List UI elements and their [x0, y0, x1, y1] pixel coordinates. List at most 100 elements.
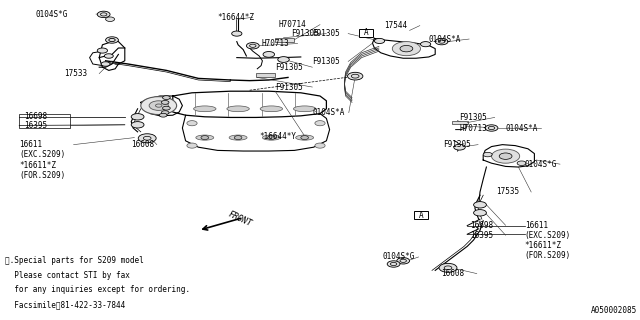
- Circle shape: [138, 134, 156, 143]
- Text: Facsimile：81-422-33-7844: Facsimile：81-422-33-7844: [5, 300, 125, 309]
- Text: *16611*Z: *16611*Z: [19, 161, 56, 170]
- Text: 16608: 16608: [442, 269, 465, 278]
- Circle shape: [348, 72, 363, 80]
- Text: F91305: F91305: [275, 63, 303, 72]
- Bar: [414, 211, 428, 219]
- Circle shape: [97, 11, 110, 18]
- Circle shape: [397, 258, 410, 264]
- Text: 17535: 17535: [496, 188, 519, 196]
- Text: for any inquiries except for ordering.: for any inquiries except for ordering.: [5, 285, 190, 294]
- Text: H70714: H70714: [278, 20, 306, 29]
- Bar: [256, 73, 275, 77]
- Text: A: A: [364, 28, 369, 37]
- Circle shape: [234, 136, 242, 140]
- Text: *16611*Z: *16611*Z: [525, 241, 562, 250]
- Circle shape: [201, 136, 209, 140]
- Text: 16608: 16608: [131, 140, 154, 149]
- Circle shape: [163, 96, 170, 100]
- Circle shape: [131, 114, 144, 120]
- Circle shape: [387, 261, 400, 267]
- Text: 0104S*A: 0104S*A: [506, 124, 538, 132]
- Circle shape: [106, 17, 115, 21]
- Text: F91305: F91305: [291, 29, 319, 38]
- Ellipse shape: [229, 135, 247, 140]
- Circle shape: [492, 149, 520, 163]
- Text: 16611: 16611: [19, 140, 42, 149]
- Text: (FOR.S209): (FOR.S209): [19, 171, 65, 180]
- Circle shape: [301, 136, 308, 140]
- Circle shape: [161, 111, 169, 115]
- Circle shape: [163, 106, 170, 110]
- Circle shape: [101, 62, 110, 66]
- Text: A: A: [419, 211, 424, 220]
- Text: 0104S*A: 0104S*A: [312, 108, 345, 117]
- Circle shape: [141, 97, 177, 115]
- Text: 0104S*G: 0104S*G: [35, 10, 68, 19]
- Text: F91305: F91305: [312, 29, 340, 38]
- Ellipse shape: [262, 135, 280, 140]
- Text: F91305: F91305: [460, 113, 487, 122]
- Text: 16698: 16698: [24, 112, 47, 121]
- Text: 16395: 16395: [470, 231, 493, 240]
- Ellipse shape: [196, 135, 214, 140]
- Text: 0104S*A: 0104S*A: [429, 35, 461, 44]
- Bar: [359, 29, 373, 37]
- Text: *16644*Y: *16644*Y: [259, 132, 296, 140]
- Circle shape: [187, 143, 197, 148]
- Text: (EXC.S209): (EXC.S209): [19, 150, 65, 159]
- Text: Please contact STI by fax: Please contact STI by fax: [5, 271, 130, 280]
- Bar: [19, 114, 70, 128]
- Text: 0104S*G: 0104S*G: [525, 160, 557, 169]
- Circle shape: [374, 38, 385, 44]
- Circle shape: [97, 48, 108, 53]
- Text: 0104S*G: 0104S*G: [383, 252, 415, 261]
- Text: 16611: 16611: [525, 221, 548, 230]
- Circle shape: [159, 113, 167, 117]
- Circle shape: [161, 100, 169, 104]
- Text: H70713: H70713: [261, 39, 289, 48]
- Text: H70713: H70713: [460, 124, 487, 132]
- Ellipse shape: [194, 106, 216, 112]
- Text: 16698: 16698: [470, 221, 493, 230]
- Circle shape: [187, 121, 197, 126]
- Text: F91305: F91305: [275, 83, 303, 92]
- Text: 17544: 17544: [384, 21, 407, 30]
- Circle shape: [439, 263, 457, 272]
- Ellipse shape: [227, 106, 249, 112]
- Circle shape: [315, 121, 325, 126]
- Circle shape: [517, 161, 526, 165]
- Bar: [275, 38, 294, 42]
- Circle shape: [263, 52, 275, 57]
- Text: FRONT: FRONT: [227, 210, 253, 228]
- Circle shape: [315, 143, 325, 148]
- Circle shape: [420, 42, 431, 47]
- Text: F91305: F91305: [312, 57, 340, 66]
- Circle shape: [106, 37, 118, 43]
- Circle shape: [232, 31, 242, 36]
- Circle shape: [278, 57, 289, 62]
- Circle shape: [454, 144, 465, 150]
- Text: A050002085: A050002085: [591, 306, 637, 315]
- Circle shape: [246, 43, 259, 49]
- Circle shape: [392, 42, 420, 56]
- Circle shape: [149, 101, 168, 110]
- Text: *16644*Z: *16644*Z: [218, 13, 255, 22]
- Text: ※.Special parts for S209 model: ※.Special parts for S209 model: [5, 256, 144, 265]
- Text: F91305: F91305: [444, 140, 471, 149]
- Circle shape: [131, 122, 144, 128]
- Circle shape: [485, 125, 498, 131]
- Circle shape: [474, 210, 486, 216]
- Circle shape: [483, 152, 492, 157]
- Text: 17533: 17533: [64, 69, 87, 78]
- Text: 16395: 16395: [24, 121, 47, 130]
- Bar: [452, 121, 468, 124]
- Ellipse shape: [260, 106, 283, 112]
- Circle shape: [499, 153, 512, 159]
- Circle shape: [474, 202, 486, 208]
- Text: (EXC.S209): (EXC.S209): [525, 231, 571, 240]
- Text: (FOR.S209): (FOR.S209): [525, 251, 571, 260]
- Circle shape: [268, 136, 275, 140]
- Circle shape: [400, 45, 413, 52]
- Ellipse shape: [296, 135, 314, 140]
- Circle shape: [435, 38, 448, 45]
